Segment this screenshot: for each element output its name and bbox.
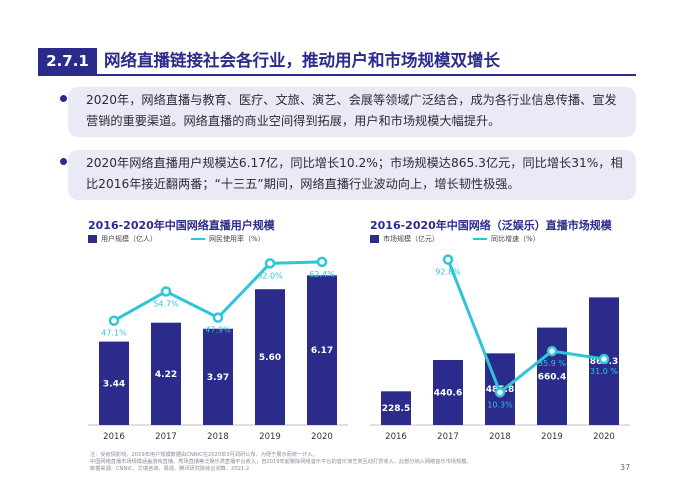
- bar-value-label: 3.97: [207, 373, 229, 383]
- bullet-box: 2020年网络直播用户规模达6.17亿，同比增长10.2%；市场规模达865.3…: [60, 150, 636, 200]
- bar-value-label: 6.17: [311, 346, 333, 356]
- legend-label: 同比增速（%）: [491, 235, 540, 243]
- bullet-text: 2020年，网络直播与教育、医疗、文旅、演艺、会展等领域广泛结合，成为各行业信息…: [86, 93, 617, 128]
- bullet-box: 2020年，网络直播与教育、医疗、文旅、演艺、会展等领域广泛结合，成为各行业信息…: [60, 87, 636, 137]
- footnote-line: 注：受疫情影响，2019年用户规模数据由CNNIC在2020年3月调研公布，为便…: [90, 452, 318, 458]
- bar-value-label: 3.44: [103, 379, 125, 389]
- line-point: [546, 345, 558, 357]
- chart-title: 2016-2020年中国网络直播用户规模: [88, 219, 275, 232]
- footnote: 注：受疫情影响，2019年用户规模数据由CNNIC在2020年3月调研公布，为便…: [90, 452, 610, 473]
- bar: [433, 360, 463, 425]
- line-value-label: 54.7%: [153, 299, 179, 308]
- bar: [255, 289, 285, 425]
- line-point: [442, 254, 454, 265]
- line-point: [264, 258, 276, 269]
- legend-bar-swatch: [88, 235, 97, 243]
- x-tick-label: 2016: [103, 432, 125, 442]
- x-tick-label: 2018: [207, 432, 229, 442]
- bar-value-label: 440.6: [434, 389, 462, 399]
- footnote-line: 中国网络直播市场规模涵盖游戏直播、秀场直播等泛娱乐类直播平台收入，自2019年起…: [90, 459, 472, 465]
- section-number: 2.7.1: [38, 48, 97, 74]
- page-number: 37: [620, 463, 631, 472]
- x-tick-label: 2019: [259, 432, 281, 442]
- x-tick-label: 2019: [541, 432, 563, 442]
- line-value-label: 35.9 %: [538, 359, 566, 368]
- bar: [307, 275, 337, 425]
- x-tick-label: 2018: [489, 432, 511, 442]
- legend-label: 网民使用率（%）: [209, 235, 265, 243]
- line-value-label: 10.3%: [487, 400, 513, 409]
- line-point: [598, 353, 610, 365]
- line-value-label: 47.9%: [205, 326, 231, 335]
- section-header: 2.7.1 网络直播链接社会各行业，推动用户和市场规模双增长: [38, 48, 636, 76]
- bar: [203, 328, 233, 425]
- user-scale-chart: 3.44 2016 4.22 2017 3.97 2018 5.60 2019 6.17 2020…: [88, 256, 348, 442]
- line-point: [160, 286, 172, 297]
- legend-line-swatch: [191, 238, 205, 240]
- bar: [381, 391, 411, 425]
- bar: [151, 322, 181, 425]
- line-point: [212, 312, 224, 323]
- line-point: [108, 315, 120, 326]
- legend-label: 市场规模（亿元）: [383, 235, 439, 243]
- bullet-dot-icon: [60, 95, 67, 102]
- line-value-label: 92.8%: [435, 268, 461, 277]
- bar-value-label: 660.4: [538, 372, 566, 382]
- bullet-text: 2020年网络直播用户规模达6.17亿，同比增长10.2%；市场规模达865.3…: [86, 156, 623, 191]
- legend-bar-swatch: [370, 235, 379, 243]
- bar-value-label: 5.60: [259, 353, 281, 363]
- line-point: [316, 256, 328, 268]
- line-value-label: 47.1%: [101, 329, 127, 338]
- bar: [99, 341, 129, 425]
- line-value-label: 62.4%: [309, 270, 335, 279]
- line-value-label: 62.0%: [257, 271, 283, 280]
- bar-value-label: 4.22: [155, 370, 177, 380]
- x-tick-label: 2017: [155, 432, 177, 442]
- market-scale-chart: 228.52016440.62017485.82018660.42019865.…: [370, 254, 630, 442]
- series-line: [113, 260, 323, 323]
- chart-legend: 用户规模（亿人） 网民使用率（%）: [88, 234, 265, 244]
- x-tick-label: 2017: [437, 432, 459, 442]
- series-line: [446, 259, 605, 395]
- x-tick-label: 2016: [385, 432, 407, 442]
- chart-legend: 市场规模（亿元） 同比增速（%）: [370, 234, 540, 244]
- x-tick-label: 2020: [311, 432, 333, 442]
- x-tick-label: 2020: [593, 432, 615, 442]
- bar: [537, 327, 567, 425]
- bar-value-label: 228.5: [382, 404, 410, 414]
- legend-label: 用户规模（亿人）: [101, 235, 157, 243]
- section-title: 网络直播链接社会各行业，推动用户和市场规模双增长: [104, 51, 500, 70]
- footnote-line: 数据来源：CNNIC、艾瑞咨询、易观、腾讯研究院综合测算，2021.2: [90, 466, 250, 472]
- line-point: [494, 387, 506, 398]
- bullet-dot-icon: [60, 158, 67, 165]
- legend-line-swatch: [473, 238, 487, 240]
- line-value-label: 31.0 %: [590, 367, 618, 376]
- chart-title: 2016-2020年中国网络（泛娱乐）直播市场规模: [370, 219, 612, 232]
